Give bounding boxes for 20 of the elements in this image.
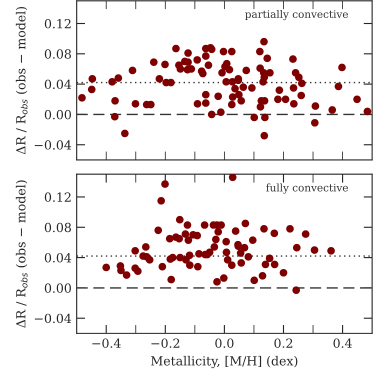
x-tick-label: −0.4 xyxy=(92,338,121,348)
y-tick-label: 0.00 xyxy=(44,283,71,293)
x-tick-label: 0.2 xyxy=(274,338,292,348)
y-tick-label: 0.04 xyxy=(44,80,72,90)
y-axis-title: ΔR / R$_{obs}$ (obs − model) xyxy=(16,6,28,154)
annotation: partially convective xyxy=(245,10,348,20)
y-tick-label: −0.04 xyxy=(34,314,72,324)
y-axis-title: ΔR / R$_{obs}$ (obs − model) xyxy=(16,180,28,328)
y-tick-label: −0.04 xyxy=(34,140,72,150)
x-tick-label: 0.0 xyxy=(215,338,234,348)
y-tick-label: 0.00 xyxy=(44,110,71,120)
y-tick-label: 0.08 xyxy=(44,222,71,232)
x-axis-title: Metallicity, [M/H] (dex) xyxy=(151,356,298,368)
x-tick-label: 0.4 xyxy=(333,338,352,348)
y-tick-label: 0.12 xyxy=(44,18,71,28)
y-tick-label: 0.12 xyxy=(44,192,71,202)
annotation: fully convective xyxy=(266,183,348,194)
y-tick-label: 0.08 xyxy=(44,49,71,59)
x-tick-label: −0.2 xyxy=(151,338,180,348)
y-tick-label: 0.04 xyxy=(44,253,72,263)
